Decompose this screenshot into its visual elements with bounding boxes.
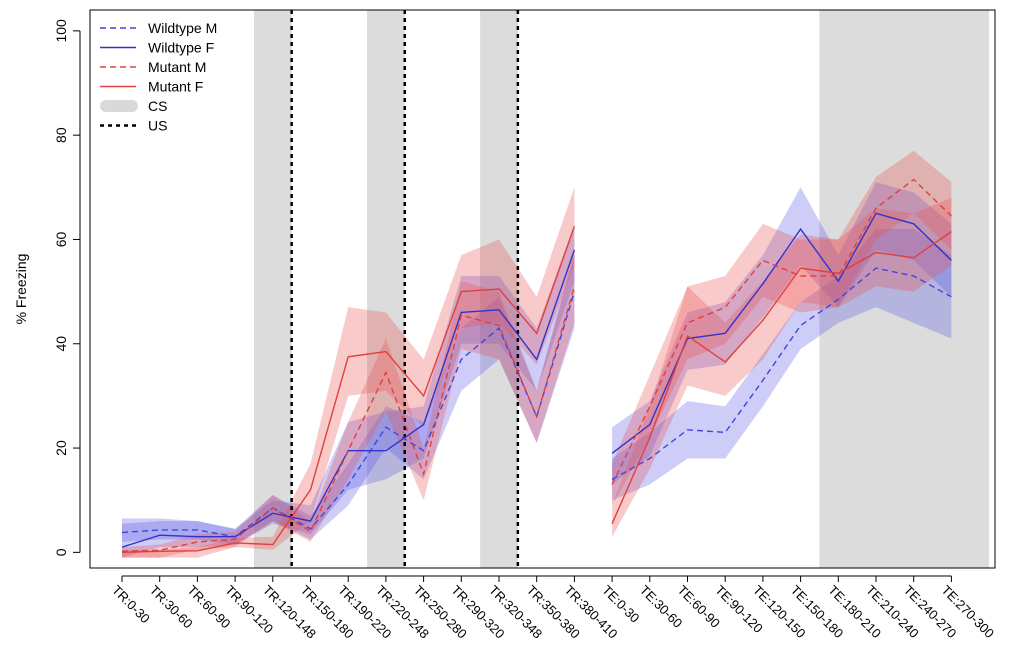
- ci-band-0-1: [612, 229, 952, 501]
- series-line-1-0: [121, 249, 576, 548]
- y-tick-label: 40: [53, 336, 69, 352]
- y-axis: 0 20 40 60 80 100: [53, 19, 81, 556]
- cs-band-1: [367, 10, 405, 568]
- series-line-3-0: [121, 226, 576, 554]
- y-tick-label: 20: [53, 440, 69, 456]
- x-tick-label: TR:0-30: [109, 582, 153, 626]
- series-lines: [121, 178, 952, 554]
- plot-frame: [89, 9, 996, 569]
- ci-band-3-1: [612, 197, 952, 537]
- legend-label: CS: [148, 98, 167, 114]
- ci-band-0-0: [122, 255, 575, 545]
- legend: Wildtype M Wildtype F Mutant M Mutant F CS US: [100, 20, 217, 134]
- legend-item-4: CS: [100, 98, 167, 114]
- legend-item-5: US: [100, 118, 167, 134]
- legend-item-3: Mutant F: [100, 79, 203, 95]
- legend-label: Mutant M: [148, 59, 206, 75]
- series-line-2-1: [611, 178, 952, 485]
- y-tick-label: 60: [53, 231, 69, 247]
- series-line-0-1: [611, 267, 952, 480]
- legend-item-1: Wildtype F: [100, 40, 214, 56]
- legend-label: US: [148, 118, 167, 134]
- cs-band-0: [253, 10, 292, 568]
- series-line-3-1: [611, 231, 952, 524]
- legend-item-2: Mutant M: [100, 59, 206, 75]
- x-axis: TR:0-30TR:30-60TR:60-90TR:90-120TR:120-1…: [109, 575, 997, 641]
- y-axis-label: % Freezing: [13, 254, 29, 325]
- y-tick-label: 0: [53, 548, 69, 556]
- legend-label: Wildtype M: [148, 20, 217, 36]
- series-line-2-0: [121, 286, 576, 553]
- legend-label: Mutant F: [148, 79, 203, 95]
- series-line-1-1: [611, 212, 952, 454]
- ci-band-1-0: [122, 223, 575, 558]
- series-line-0-0: [121, 291, 576, 538]
- ci-band-3-0: [122, 187, 575, 558]
- legend-item-0: Wildtype M: [100, 20, 217, 36]
- us-lines: [290, 10, 520, 568]
- legend-label: Wildtype F: [148, 40, 214, 56]
- ci-band-2-1: [612, 150, 952, 506]
- y-tick-label: 100: [53, 19, 69, 43]
- cs-bands: [253, 10, 990, 568]
- ci-band-2-0: [122, 249, 575, 558]
- legend-swatch: [100, 100, 138, 112]
- y-tick-label: 80: [53, 127, 69, 143]
- cs-band-3: [819, 10, 990, 568]
